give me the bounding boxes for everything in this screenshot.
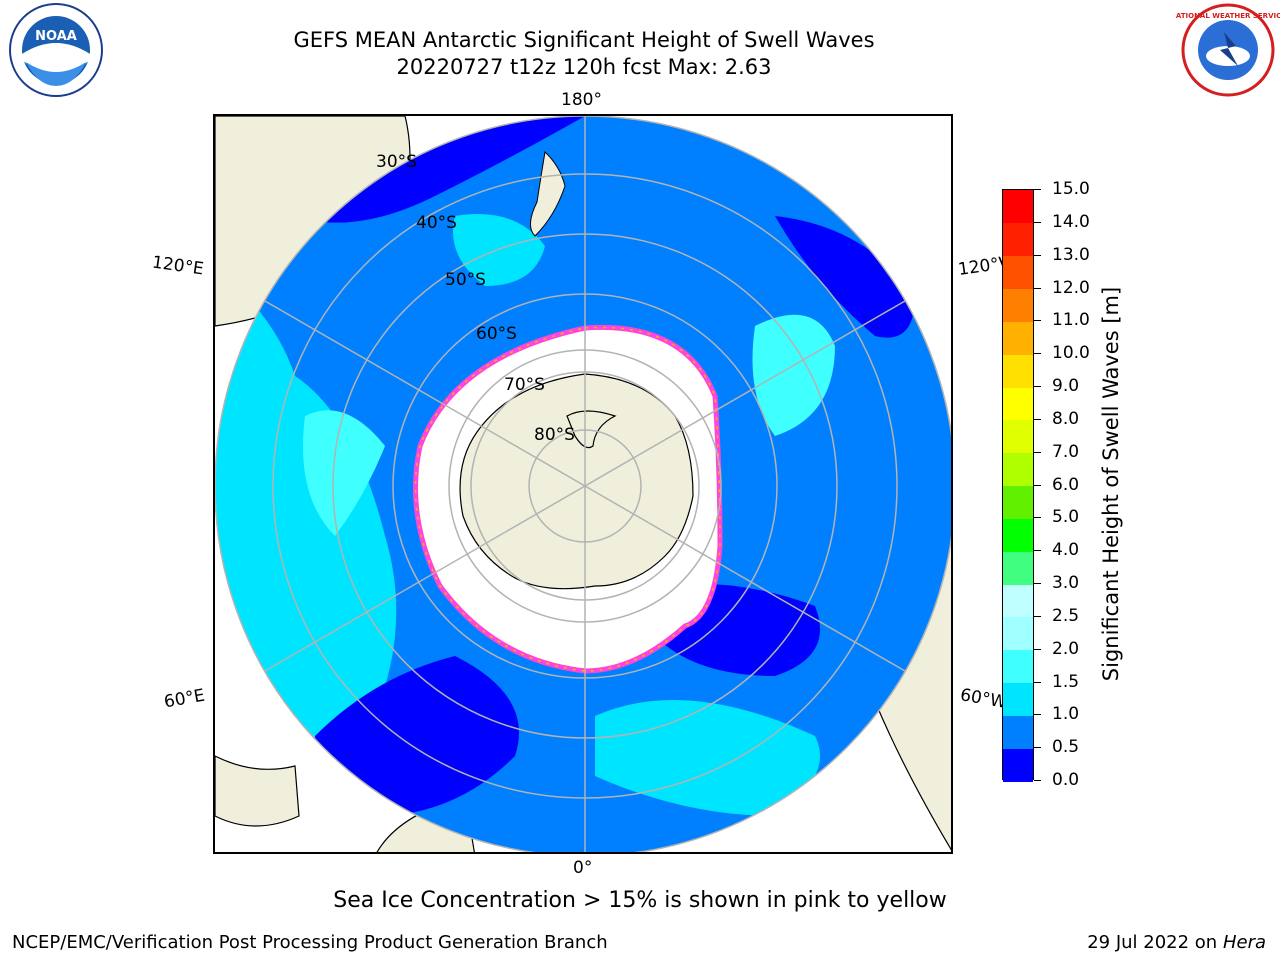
colorbar-tick	[1034, 254, 1041, 256]
colorbar-tick	[1034, 484, 1041, 486]
colorbar-tick-label: 14.0	[1052, 211, 1090, 232]
colorbar-tick-label: 8.0	[1052, 408, 1080, 429]
colorbar-segment	[1003, 518, 1033, 552]
colorbar-segment	[1003, 321, 1033, 355]
colorbar-segment	[1003, 419, 1033, 454]
colorbar-tick-label: 15.0	[1052, 179, 1090, 199]
lat-label-70s: 70°S	[504, 375, 545, 395]
colorbar	[1002, 189, 1034, 782]
lat-label-60s: 60°S	[476, 324, 517, 344]
colorbar-tick-label: 6.0	[1052, 474, 1080, 495]
colorbar-tick	[1034, 615, 1041, 617]
colorbar-tick	[1034, 189, 1041, 190]
lat-label-50s: 50°S	[445, 270, 486, 290]
colorbar-segment	[1003, 748, 1033, 782]
lat-label-80s: 80°S	[534, 425, 575, 445]
colorbar-tick-label: 0.0	[1052, 770, 1080, 790]
colorbar-segment	[1003, 485, 1033, 519]
colorbar-tick	[1034, 714, 1041, 716]
colorbar-tick	[1034, 550, 1041, 552]
colorbar-segment	[1003, 354, 1033, 388]
colorbar-tick	[1034, 583, 1041, 584]
lat-label-30s: 30°S	[376, 152, 417, 172]
colorbar-segment	[1003, 715, 1033, 749]
chart-subtitle: 20220727 t12z 120h fcst Max: 2.63	[396, 55, 772, 79]
colorbar-segment	[1003, 682, 1033, 716]
colorbar-tick-label: 7.0	[1052, 441, 1080, 462]
colorbar-segment	[1003, 255, 1033, 290]
colorbar-segment	[1003, 190, 1033, 224]
colorbar-tick-label: 4.0	[1052, 540, 1080, 561]
colorbar-tick	[1034, 386, 1041, 387]
colorbar-tick	[1034, 418, 1041, 420]
polar-map	[213, 114, 953, 854]
lon-label-60e: 60°E	[162, 685, 207, 713]
chart-title: GEFS MEAN Antarctic Significant Height o…	[293, 28, 875, 52]
colorbar-tick-label: 1.0	[1052, 704, 1080, 725]
colorbar-segment	[1003, 387, 1033, 421]
colorbar-segment	[1003, 649, 1033, 684]
colorbar-tick-label: 10.0	[1052, 343, 1090, 364]
sea-ice-note: Sea Ice Concentration > 15% is shown in …	[333, 888, 947, 913]
colorbar-tick	[1034, 747, 1041, 749]
colorbar-tick-label: 11.0	[1052, 310, 1090, 331]
colorbar-tick-label: 2.0	[1052, 638, 1080, 659]
credit-text: NCEP/EMC/Verification Post Processing Pr…	[12, 932, 608, 953]
svg-text:NOAA: NOAA	[35, 29, 77, 44]
colorbar-tick-label: 13.0	[1052, 244, 1090, 265]
low-swell-3	[775, 216, 915, 338]
colorbar-tick-label: 12.0	[1052, 277, 1090, 298]
colorbar-segment	[1003, 616, 1033, 651]
date-text: 29 Jul 2022 on	[1087, 932, 1218, 953]
lon-label-0: 0°	[573, 858, 593, 878]
svg-text:NATIONAL WEATHER SERVICE: NATIONAL WEATHER SERVICE	[1176, 12, 1280, 20]
machine-name: Hera	[1222, 932, 1266, 953]
colorbar-tick	[1034, 353, 1041, 355]
lon-label-120e: 120°E	[150, 252, 205, 280]
colorbar-tick	[1034, 681, 1041, 683]
colorbar-tick-label: 9.0	[1052, 376, 1080, 396]
swell-zone-2	[303, 410, 385, 536]
colorbar-tick-label: 2.5	[1052, 605, 1080, 626]
colorbar-tick-label: 1.5	[1052, 671, 1080, 692]
noaa-logo: NOAA	[9, 3, 103, 97]
colorbar-tick-label: 0.5	[1052, 737, 1080, 758]
swell-zone-4	[752, 314, 835, 436]
colorbar-segment	[1003, 584, 1033, 618]
colorbar-tick-label: 3.0	[1052, 573, 1080, 593]
graticule	[215, 116, 951, 852]
colorbar-segment	[1003, 551, 1033, 585]
colorbar-title: Significant Height of Swell Waves [m]	[1099, 286, 1123, 682]
colorbar-segment	[1003, 288, 1033, 322]
colorbar-tick	[1034, 320, 1041, 322]
swell-zone-5	[453, 214, 545, 286]
colorbar-tick	[1034, 451, 1041, 453]
nws-logo: NATIONAL WEATHER SERVICE	[1176, 3, 1280, 97]
run-date: 29 Jul 2022 on Hera	[1087, 932, 1266, 953]
colorbar-segment	[1003, 222, 1033, 257]
lon-label-60w: 60°W	[958, 685, 1009, 713]
colorbar-tick	[1034, 221, 1041, 223]
colorbar-tick	[1034, 780, 1041, 781]
colorbar-segment	[1003, 452, 1033, 487]
colorbar-tick	[1034, 517, 1041, 519]
lat-label-40s: 40°S	[416, 213, 457, 233]
lon-label-180: 180°	[561, 90, 602, 110]
colorbar-tick	[1034, 287, 1041, 289]
colorbar-tick-label: 5.0	[1052, 507, 1080, 528]
colorbar-tick	[1034, 648, 1041, 650]
